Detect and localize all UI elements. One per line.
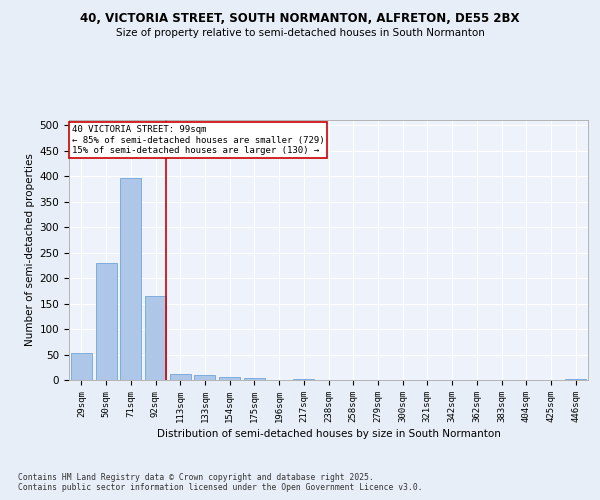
X-axis label: Distribution of semi-detached houses by size in South Normanton: Distribution of semi-detached houses by … [157,429,500,439]
Bar [244,378,265,380]
Bar [170,374,191,380]
Text: Contains public sector information licensed under the Open Government Licence v3: Contains public sector information licen… [18,484,422,492]
Bar [145,296,166,380]
Text: 40 VICTORIA STREET: 99sqm
← 85% of semi-detached houses are smaller (729)
15% of: 40 VICTORIA STREET: 99sqm ← 85% of semi-… [71,125,324,155]
Bar [194,376,215,380]
Bar [219,377,240,380]
Text: Size of property relative to semi-detached houses in South Normanton: Size of property relative to semi-detach… [116,28,484,38]
Bar [95,262,116,380]
Bar [71,353,92,380]
Y-axis label: Number of semi-detached properties: Number of semi-detached properties [25,154,35,346]
Text: 40, VICTORIA STREET, SOUTH NORMANTON, ALFRETON, DE55 2BX: 40, VICTORIA STREET, SOUTH NORMANTON, AL… [80,12,520,26]
Text: Contains HM Land Registry data © Crown copyright and database right 2025.: Contains HM Land Registry data © Crown c… [18,472,374,482]
Bar [120,178,141,380]
